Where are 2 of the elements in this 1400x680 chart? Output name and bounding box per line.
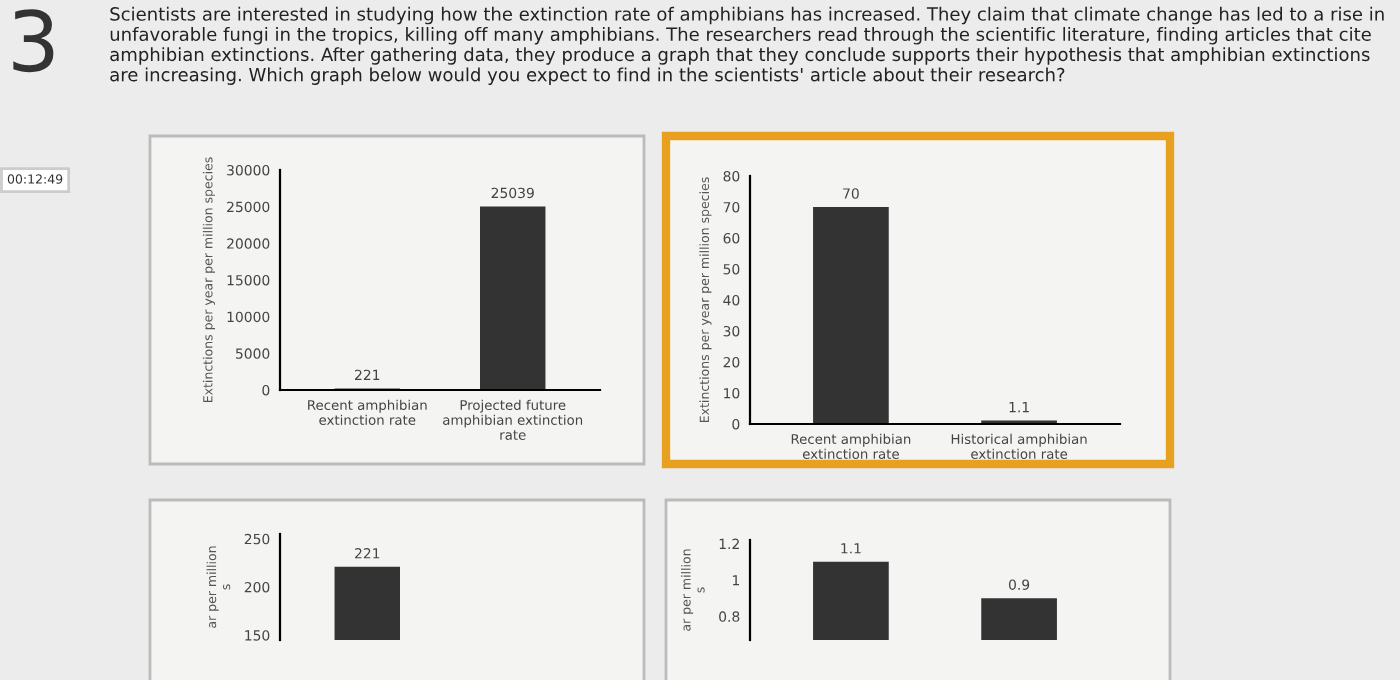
- text: 3: [13, 9, 54, 73]
- text: Scientists are interested in studying how the extinction rate of amphibians has increased. They claim that climate change has led to a rise in unfavorable fungi in the tropics, killing off many amphibians. The researchers read through the scientific literature, finding articles that cite amphibian extinctions. After gathering data, they produce a graph that they conclude supports their hypothesis that amphibian extinctions are increasing. Which graph below would you expect to find in the scientists' article about their research?: [110, 6, 1384, 85]
